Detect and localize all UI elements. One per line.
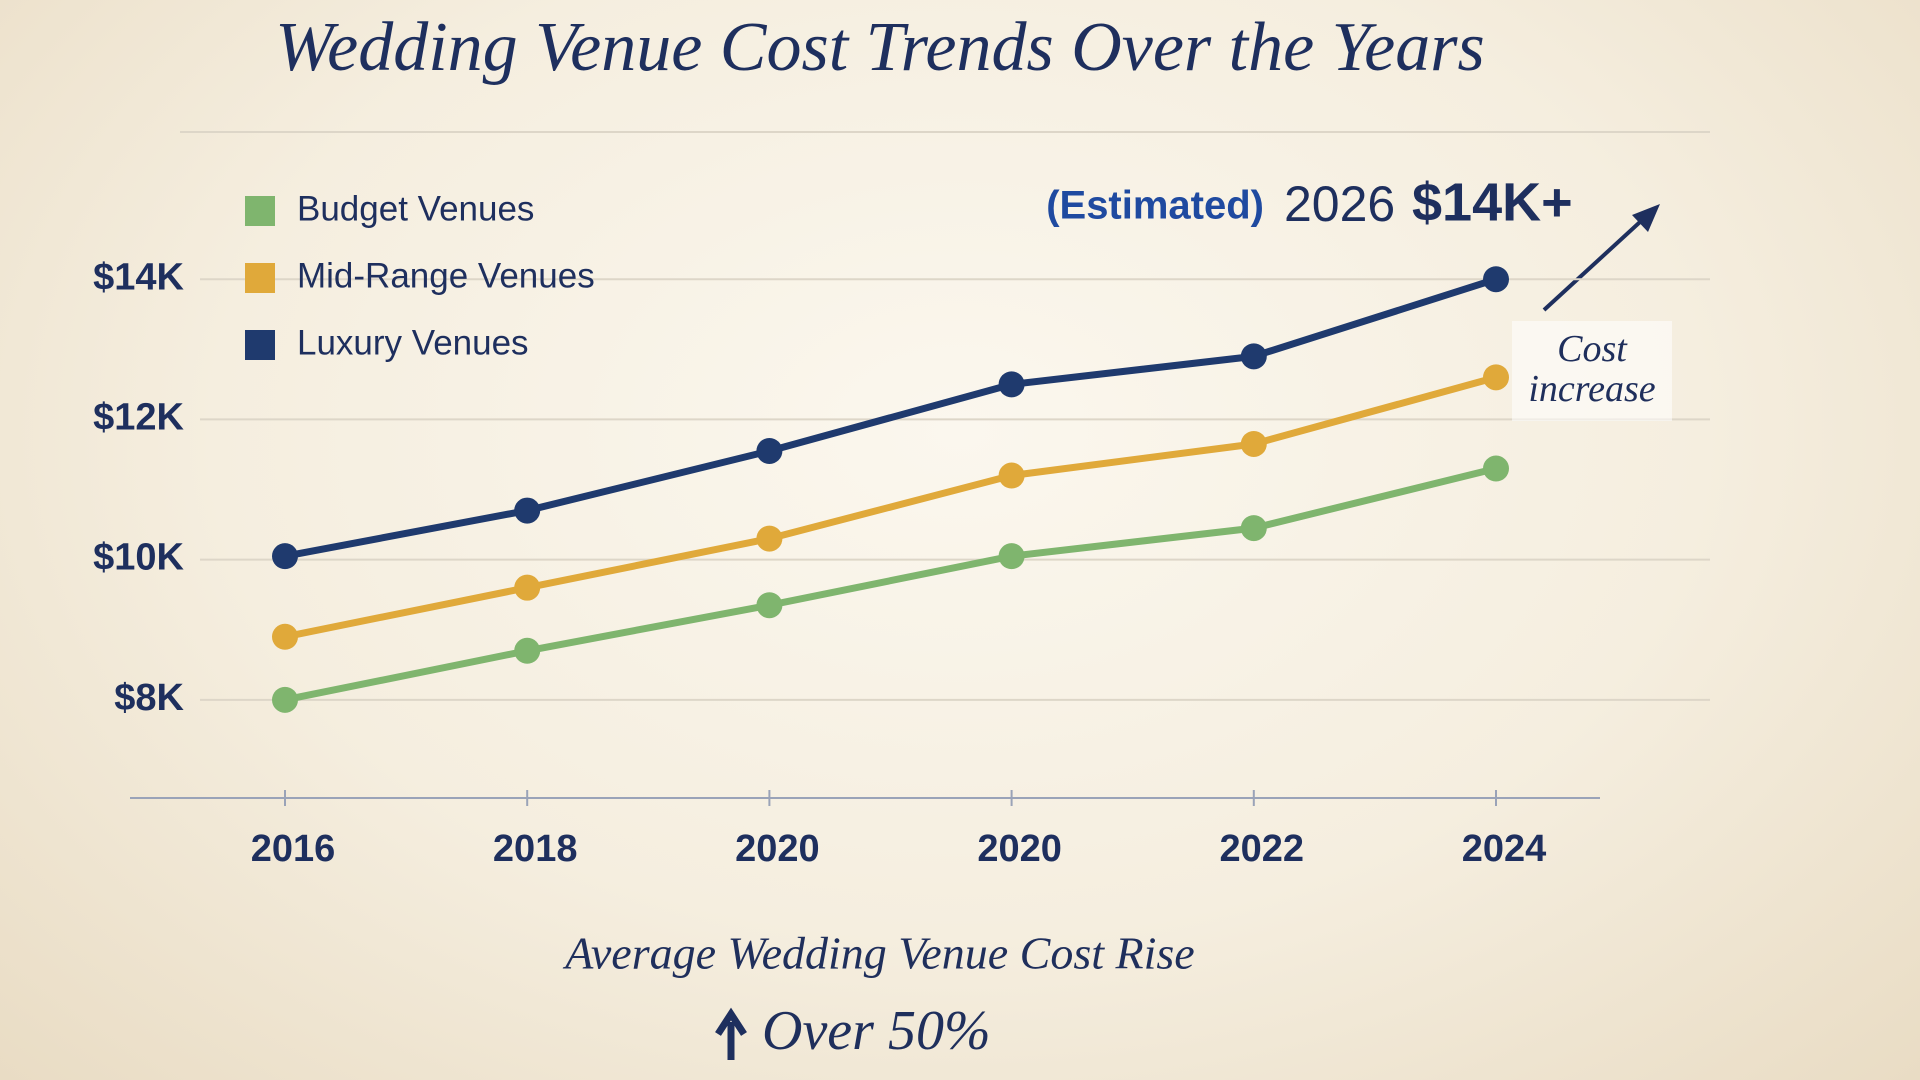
data-point xyxy=(514,497,541,524)
legend-swatch xyxy=(245,330,275,360)
x-tick-label: 2024 xyxy=(1462,828,1547,870)
legend-label: Mid-Range Venues xyxy=(297,256,595,295)
series-line xyxy=(281,373,1500,641)
data-point xyxy=(1483,266,1509,293)
data-point xyxy=(1240,430,1267,457)
data-point xyxy=(272,686,298,713)
y-tick-label: $12K xyxy=(93,396,184,438)
data-point xyxy=(756,525,783,552)
legend-label: Luxury Venues xyxy=(297,323,529,362)
trend-arrowhead xyxy=(1632,204,1660,232)
legend-swatch xyxy=(245,263,275,293)
data-point xyxy=(514,637,541,664)
data-point xyxy=(272,623,298,650)
x-tick-label: 2016 xyxy=(251,828,336,870)
forecast-value: $14K+ xyxy=(1412,172,1573,232)
y-tick-label: $14K xyxy=(93,256,184,298)
forecast-year: 2026 xyxy=(1284,176,1395,232)
data-point xyxy=(1483,364,1509,391)
chart-title: Wedding Venue Cost Trends Over the Years xyxy=(275,9,1484,86)
x-tick-label: 2020 xyxy=(977,828,1062,870)
subtitle: Average Wedding Venue Cost Rise xyxy=(562,928,1194,979)
y-tick-label: $10K xyxy=(93,537,184,579)
data-point xyxy=(756,592,783,619)
data-point xyxy=(756,437,783,464)
data-point xyxy=(998,371,1025,398)
x-tick-label: 2020 xyxy=(735,828,820,870)
y-tick-label: $8K xyxy=(114,677,184,719)
data-point xyxy=(998,462,1025,489)
legend-swatch xyxy=(245,196,275,226)
x-tick-label: 2018 xyxy=(493,828,578,870)
legend-label: Budget Venues xyxy=(297,189,534,228)
trend-arrow xyxy=(1542,220,1642,312)
data-point xyxy=(1483,455,1509,482)
series-line xyxy=(281,275,1500,560)
data-point xyxy=(998,543,1025,570)
data-point xyxy=(1240,515,1267,542)
up-arrow-icon xyxy=(715,1007,747,1060)
callout: Cost increase xyxy=(1512,321,1672,421)
highlight: Over 50% xyxy=(762,1000,991,1062)
x-tick-label: 2022 xyxy=(1220,828,1305,870)
data-point xyxy=(514,574,541,601)
data-point xyxy=(272,543,298,570)
series-line xyxy=(281,465,1500,704)
data-point xyxy=(1240,343,1267,370)
forecast-note: (Estimated) xyxy=(1046,184,1264,228)
